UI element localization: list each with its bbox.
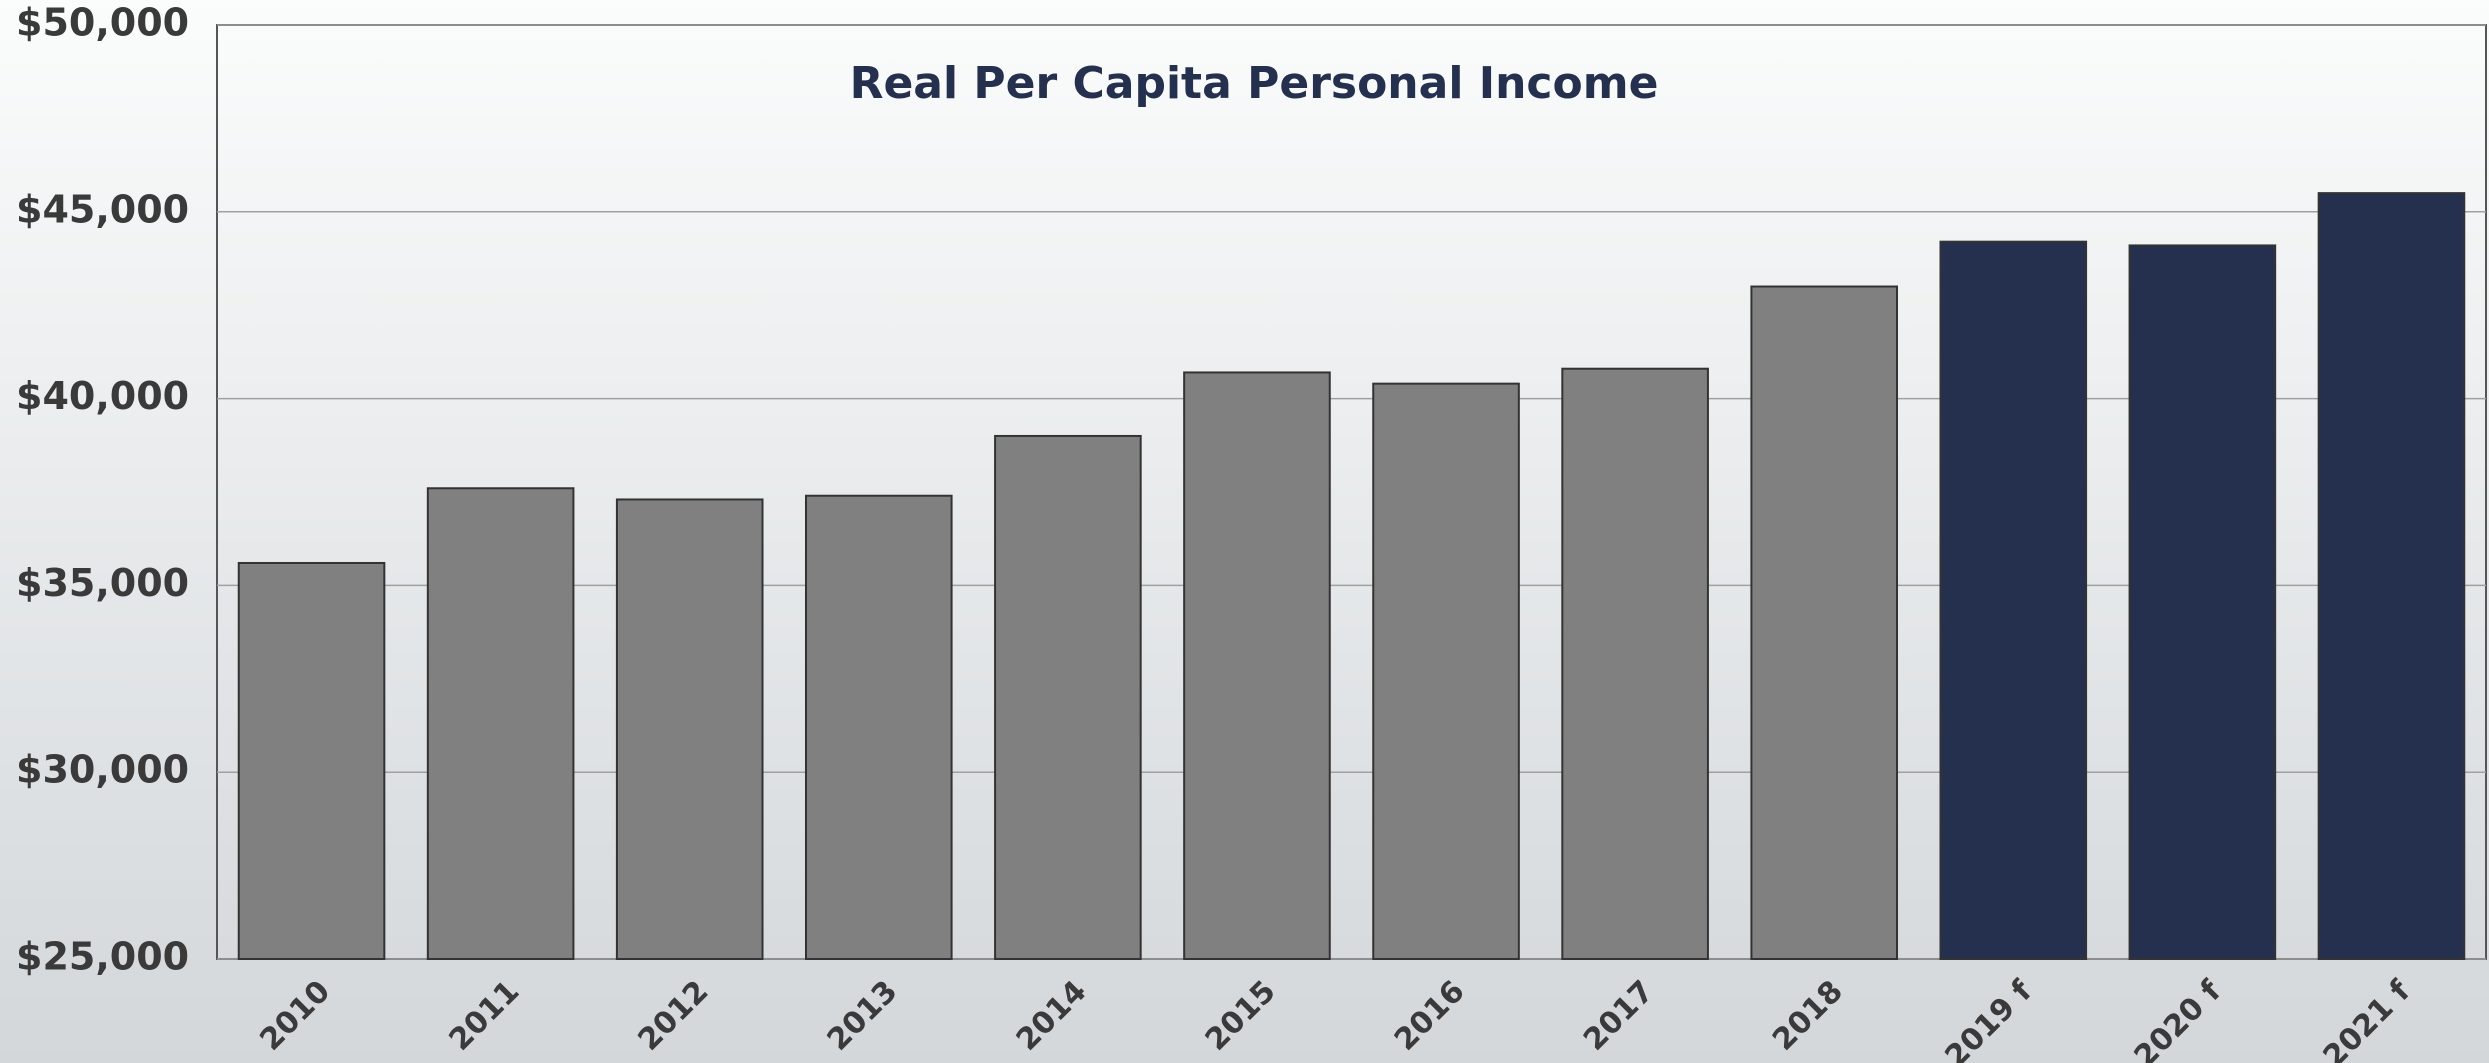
- chart-title: Real Per Capita Personal Income: [850, 58, 1659, 109]
- x-tick-label: 2014: [1010, 974, 1094, 1058]
- bar: [1750, 285, 1899, 960]
- bar: [615, 498, 764, 960]
- bar: [994, 434, 1142, 960]
- x-tick-label: 2015: [1199, 974, 1283, 1058]
- x-tick-label: 2012: [632, 974, 716, 1058]
- y-tick-label: $25,000: [16, 935, 189, 979]
- x-tick-label: 2020 f: [2128, 973, 2229, 1063]
- y-tick-label: $35,000: [16, 561, 189, 605]
- y-tick-label: $30,000: [16, 748, 189, 792]
- x-tick-label: 2018: [1766, 974, 1850, 1058]
- x-tick-label: 2019 f: [1939, 973, 2040, 1063]
- bar: [804, 494, 953, 960]
- x-tick-label: 2017: [1577, 974, 1661, 1058]
- bar: [1939, 240, 2088, 961]
- y-tick-label: $45,000: [16, 187, 189, 231]
- bar: [2317, 192, 2466, 960]
- x-tick-label: 2021 f: [2317, 973, 2418, 1063]
- bar: [426, 487, 575, 960]
- bar: [1561, 367, 1709, 961]
- bar: [2128, 244, 2277, 960]
- x-tick-label: 2013: [821, 974, 905, 1058]
- bar: [237, 561, 386, 960]
- bar: [1183, 371, 1331, 960]
- bar: [1372, 382, 1520, 960]
- x-tick-label: 2011: [443, 974, 527, 1058]
- y-tick-label: $50,000: [16, 1, 189, 45]
- x-tick-label: 2016: [1388, 974, 1472, 1058]
- x-tick-label: 2010: [253, 974, 337, 1058]
- y-tick-label: $40,000: [16, 374, 189, 418]
